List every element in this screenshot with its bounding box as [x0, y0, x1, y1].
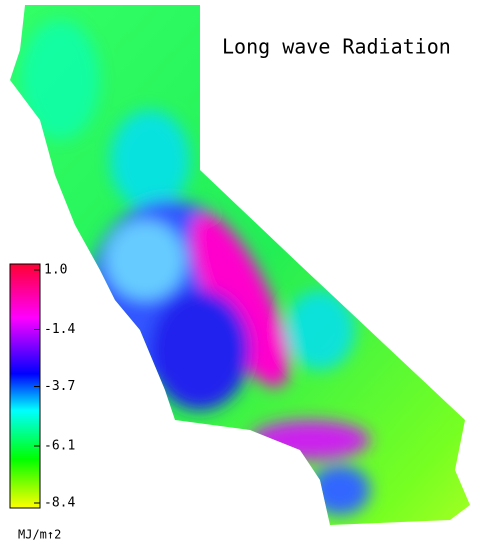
tick-label: -8.4 [44, 496, 75, 511]
map-title: Long wave Radiation [222, 35, 451, 59]
tick-label: -3.7 [44, 379, 75, 394]
colorbar-unit: MJ/m↑2 [18, 528, 61, 542]
colorbar-ticks: 1.0 -1.4 -3.7 -6.1 -8.4 [34, 263, 75, 511]
tick-label: -1.4 [44, 322, 75, 337]
tick-label: -6.1 [44, 438, 75, 453]
tick-label: 1.0 [44, 263, 67, 278]
